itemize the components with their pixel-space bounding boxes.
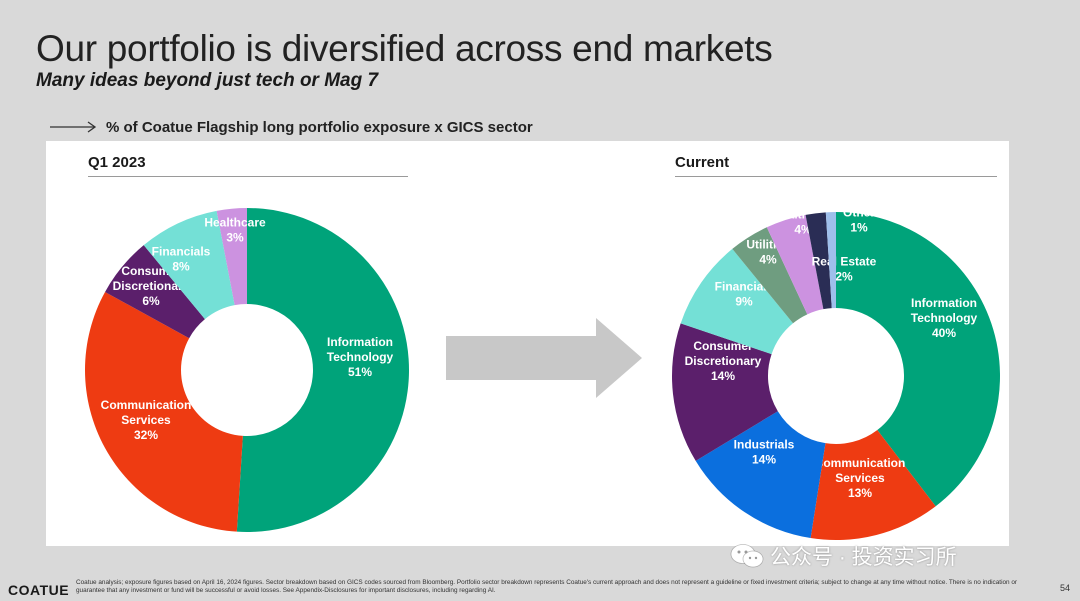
slice-healthcare (216, 208, 247, 306)
slice-real-estate (805, 212, 832, 310)
donut-chart-current: Information Technology 40% Communication Ser… (672, 206, 1000, 540)
wechat-icon (730, 544, 764, 568)
slice-label-information-technology: Information Technology 51% (327, 335, 394, 379)
chart-title-rule-current (675, 176, 997, 177)
chart-title-current: Current (675, 154, 730, 171)
chart-title-q1-2023: Q1 2023 (88, 154, 146, 171)
watermark: 公众号 · 投资实习所 (730, 541, 957, 571)
slice-consumer-discretionary (672, 323, 778, 461)
donut-charts: Information Technology 51% Communication Ser… (84, 206, 1000, 540)
chart-title-rule-q1-2023 (88, 176, 408, 177)
big-right-arrow-shape (446, 318, 642, 398)
slice-industrials (695, 411, 826, 539)
arrow-right-icon (50, 121, 97, 133)
chart-caption: % of Coatue Flagship long portfolio expo… (106, 118, 533, 136)
chart-panel: Q1 2023 Current Information Technology 51%… (46, 141, 1009, 546)
slice-communication-services (84, 291, 243, 532)
slice-label-industrials: Industrials 14% (734, 438, 795, 467)
slice-label-other: Other 1% (843, 206, 875, 235)
donut-chart-q1-2023: Information Technology 51% Communication Ser… (84, 208, 409, 532)
slice-label-financials: Financials 8% (152, 245, 211, 274)
slice-label-real-estate: Real Estate 2% (812, 255, 877, 284)
page-subtitle: Many ideas beyond just tech or Mag 7 (36, 70, 379, 91)
slice-label-consumer-discretionary: Consumer Discretionary 14% (685, 339, 762, 383)
slice-other (825, 212, 836, 309)
slice-label-communication-services: Communication Services 13% (815, 456, 906, 500)
slice-information-technology (236, 208, 409, 532)
coatue-logo: COATUE (8, 582, 70, 598)
page-number: 54 (1060, 583, 1071, 593)
slice-label-financials: Financials 9% (715, 280, 774, 309)
chart-caption-row: % of Coatue Flagship long portfolio expo… (50, 117, 533, 137)
slice-label-communication-services: Communication Services 32% (101, 398, 192, 442)
slice-label-information-technology: Information Technology 40% (911, 296, 978, 340)
watermark-text: 公众号 · 投资实习所 (770, 546, 957, 569)
slice-financials (680, 248, 794, 355)
slice-information-technology (836, 212, 1000, 507)
slice-label-healthcare: Healthcare 3% (204, 216, 266, 245)
slice-label-consumer-discretionary: Consumer Discretionary 6% (113, 264, 190, 308)
slice-financials (143, 210, 235, 320)
slice-communication-services (810, 430, 936, 540)
slice-utilities (732, 227, 808, 324)
slice-consumer-discretionary (105, 245, 205, 339)
page-title: Our portfolio is diversified across end … (36, 28, 773, 69)
big-right-arrow-icon (446, 318, 642, 398)
footer-disclaimer: Coatue analysis; exposure figures based … (76, 579, 1018, 594)
slice-healthcare (766, 214, 824, 315)
